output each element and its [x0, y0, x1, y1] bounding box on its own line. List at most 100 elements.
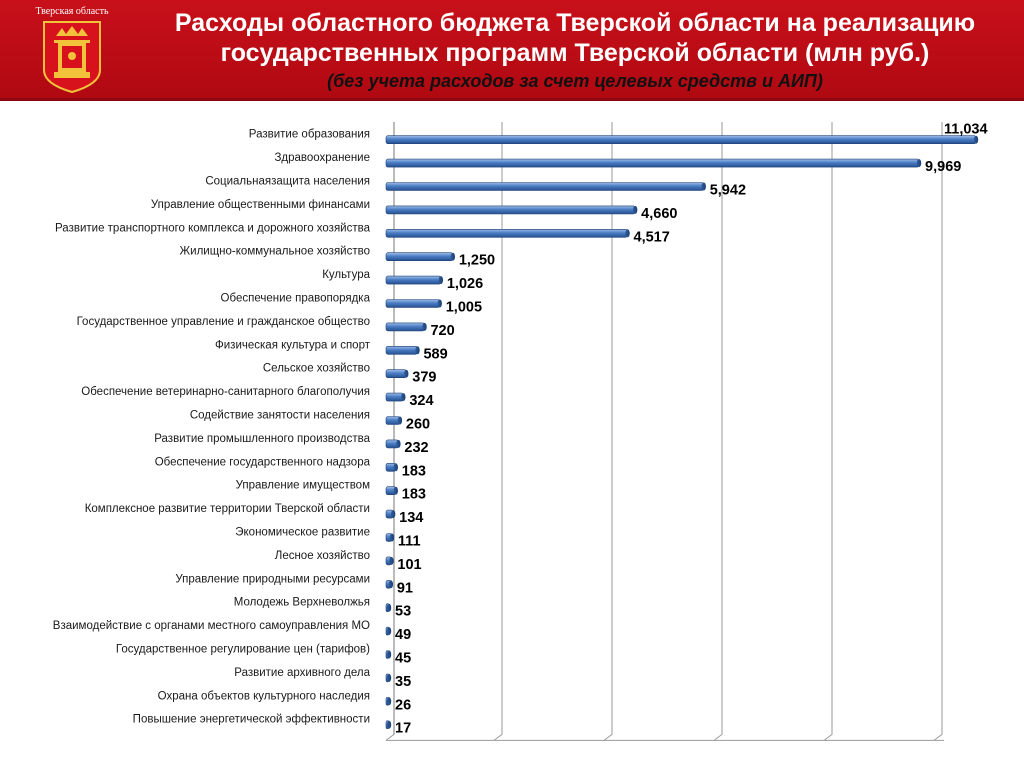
- chart-gridlines: [385, 122, 944, 741]
- category-label: Государственное регулирование цен (тариф…: [116, 644, 370, 656]
- value-label: 11,034: [944, 122, 988, 138]
- region-emblem-panel: Тверская область: [26, 2, 118, 96]
- category-label: Управление природными ресурсами: [175, 573, 370, 585]
- category-label: Молодежь Верхневолжья: [234, 597, 370, 609]
- bar-cap-0: [973, 135, 979, 144]
- value-label: 4,517: [634, 229, 670, 245]
- value-label: 26: [395, 697, 411, 713]
- category-label: Развитие образования: [249, 129, 370, 141]
- bar-cap-8: [422, 322, 427, 331]
- bar-cap-22: [386, 650, 392, 659]
- bar-cap-23: [386, 673, 392, 682]
- bar-cap-2: [701, 182, 706, 191]
- bar-1: [385, 158, 920, 168]
- bar-cap-14: [393, 463, 398, 472]
- category-label: Социальнаязащита населения: [205, 176, 370, 188]
- chart-bars: [385, 135, 979, 730]
- bar-4: [385, 229, 628, 238]
- category-label: Развитие промышленного производства: [154, 433, 370, 445]
- bar-cap-16: [390, 510, 396, 519]
- value-label: 101: [397, 557, 421, 573]
- chart-subtitle: (без учета расходов за счет целевых сред…: [327, 71, 823, 91]
- chart-category-labels: Развитие образования Здравоохранение Социа…: [53, 129, 371, 726]
- bar-7: [385, 299, 441, 308]
- category-label: Комплексное развитие территории Тверской…: [85, 503, 370, 515]
- value-label: 1,005: [446, 300, 482, 316]
- category-label: Развитие архивного дела: [234, 667, 370, 679]
- category-label: Обеспечение ветеринарно-санитарного благ…: [81, 386, 370, 398]
- gridline-0: [385, 122, 395, 741]
- bar-cap-13: [396, 439, 401, 448]
- value-label: 35: [395, 674, 411, 690]
- bar-cap-5: [450, 252, 456, 261]
- category-label: Сельское хозяйство: [263, 363, 370, 375]
- bar-cap-6: [438, 276, 444, 285]
- value-label: 5,942: [710, 183, 746, 199]
- bar-cap-24: [386, 697, 392, 706]
- bar-cap-18: [389, 556, 394, 565]
- bar-2: [385, 182, 705, 191]
- category-label: Управление общественными финансами: [151, 199, 370, 211]
- category-label: Лесное хозяйство: [275, 550, 370, 562]
- value-label: 324: [409, 393, 433, 409]
- value-label: 1,026: [447, 276, 483, 292]
- category-label: Государственное управление и гражданское…: [77, 316, 370, 328]
- bar-cap-1: [916, 159, 922, 168]
- value-label: 4,660: [641, 206, 677, 222]
- category-label: Повышение энергетической эффективности: [133, 714, 370, 726]
- bar-cap-3: [632, 205, 638, 214]
- category-label: Здравоохранение: [274, 152, 370, 164]
- category-label: Управление имуществом: [236, 480, 370, 492]
- header-banner: Тверская область Расходы областного бюдж…: [0, 0, 1024, 101]
- bar-cap-12: [397, 416, 403, 425]
- value-label: 1,250: [459, 253, 495, 269]
- value-label: 379: [412, 370, 436, 386]
- value-label: 9,969: [925, 159, 961, 175]
- value-label: 17: [395, 721, 411, 737]
- value-label: 232: [404, 440, 428, 456]
- value-label: 183: [402, 487, 426, 503]
- category-label: Жилищно-коммунальное хозяйство: [180, 246, 370, 258]
- gridline-3: [713, 122, 723, 741]
- bar-9: [385, 346, 418, 355]
- emblem-caption: Тверская область: [35, 6, 109, 17]
- title-line-2: государственных программ Тверской област…: [220, 39, 930, 67]
- bar-cap-20: [386, 603, 392, 612]
- bar-11: [385, 392, 404, 402]
- coat-of-arms-icon: [43, 21, 101, 94]
- bar-cap-9: [415, 346, 420, 355]
- bar-8: [385, 322, 425, 332]
- value-label: 589: [423, 346, 447, 362]
- value-label: 720: [430, 323, 454, 339]
- category-label: Культура: [322, 269, 370, 281]
- bar-3: [385, 205, 636, 215]
- value-label: 53: [395, 604, 411, 620]
- category-label: Взаимодействие с органами местного самоу…: [53, 620, 370, 632]
- category-label: Обеспечение государственного надзора: [155, 456, 371, 468]
- bar-6: [385, 275, 442, 285]
- chart-value-labels: 11,034 9,969 5,942 4,660 4,517 1,250 1,026 1,00…: [395, 122, 988, 737]
- bar-cap-7: [437, 299, 442, 308]
- bar-5: [385, 252, 454, 261]
- title-line-1: Расходы областного бюджета Тверской обла…: [174, 9, 976, 37]
- bar-cap-21: [386, 627, 392, 636]
- bar-cap-25: [386, 720, 392, 729]
- value-label: 134: [399, 510, 423, 526]
- value-label: 49: [395, 627, 411, 643]
- category-label: Экономическое развитие: [235, 527, 370, 539]
- bar-10: [385, 369, 407, 379]
- value-label: 260: [406, 417, 430, 433]
- category-label: Развитие транспортного комплекса и дорож…: [55, 222, 371, 234]
- bar-cap-11: [401, 393, 406, 402]
- bar-cap-17: [389, 533, 395, 542]
- bar-cap-15: [393, 486, 398, 495]
- category-label: Обеспечение правопорядка: [221, 293, 371, 305]
- value-label: 183: [402, 463, 426, 479]
- chart-title: Расходы областного бюджета Тверской обла…: [130, 8, 1020, 68]
- bar-chart: Развитие образования Здравоохранение Социа…: [53, 122, 988, 741]
- value-label: 111: [398, 534, 421, 550]
- gridline-5: [933, 122, 943, 741]
- gridline-4: [823, 122, 833, 741]
- bar-0: [385, 135, 977, 145]
- value-label: 91: [397, 580, 413, 596]
